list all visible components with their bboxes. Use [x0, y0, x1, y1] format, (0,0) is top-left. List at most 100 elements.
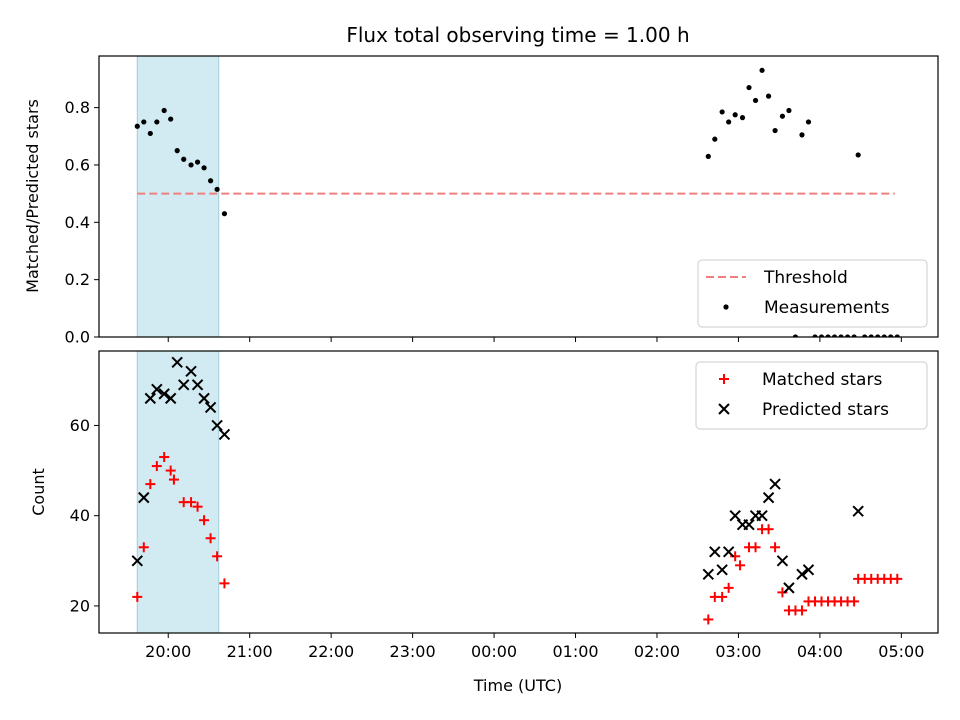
- predicted-star-point: [218, 428, 231, 441]
- predicted-star-point: [211, 419, 223, 432]
- matched-star-point: [145, 479, 156, 490]
- chart-title: Flux total observing time = 1.00 h: [346, 23, 689, 47]
- measurement-point: [161, 107, 167, 114]
- matched-star-point: [159, 452, 170, 463]
- legend-label: Measurements: [764, 298, 890, 318]
- matched-star-point: [138, 542, 149, 553]
- predicted-star-point: [796, 568, 808, 581]
- predicted-star-point: [171, 356, 183, 368]
- predicted-star-point: [185, 365, 197, 378]
- predicted-star-point: [783, 582, 795, 594]
- y-tick-label: 0.0: [65, 328, 90, 347]
- legend-label: Threshold: [763, 268, 848, 288]
- x-tick-label: 05:00: [878, 642, 924, 661]
- measurement-point: [141, 119, 147, 125]
- x-tick-label: 02:00: [634, 642, 680, 661]
- predicted-star-point: [716, 564, 728, 576]
- measurement-point: [194, 159, 201, 165]
- matched-star-point: [703, 614, 714, 625]
- matched-star-point: [796, 605, 807, 616]
- measurement-point: [792, 334, 799, 337]
- x-tick-label: 04:00: [797, 642, 843, 661]
- measurement-point: [786, 107, 792, 114]
- measurement-point: [739, 115, 746, 121]
- y-tick-label: 0.6: [65, 155, 90, 174]
- matched-star-point: [892, 573, 903, 584]
- predicted-star-point: [852, 505, 864, 517]
- plot-area: [134, 67, 900, 337]
- measurement-point: [818, 334, 825, 337]
- predicted-star-point: [138, 491, 150, 504]
- axes-frame: [98, 55, 939, 338]
- predicted-star-point: [722, 546, 735, 558]
- predicted-star-point: [709, 546, 721, 558]
- measurement-point: [812, 334, 818, 337]
- predicted-star-point: [702, 568, 715, 581]
- measurement-point: [888, 334, 894, 337]
- measurement-point: [831, 334, 838, 337]
- measurement-point: [726, 119, 732, 125]
- matched-star-point: [186, 497, 197, 508]
- matched-star-point: [168, 474, 179, 485]
- x-tick-label: 22:00: [308, 642, 354, 661]
- y-tick-label: 60: [70, 416, 90, 435]
- matched-star-point: [205, 533, 216, 544]
- matched-star-point: [151, 461, 162, 472]
- measurement-point: [855, 152, 861, 158]
- y-tick-label: 0.4: [65, 213, 90, 232]
- predicted-star-point: [191, 379, 204, 391]
- legend-measurement-swatch: [723, 304, 729, 310]
- matched-star-point: [770, 542, 781, 553]
- measurement-point: [732, 112, 738, 118]
- predicted-star-point: [198, 392, 210, 405]
- matched-star-point: [735, 560, 746, 571]
- measurement-point: [712, 136, 718, 142]
- predicted-star-point: [762, 491, 775, 504]
- measurement-point: [705, 153, 711, 159]
- measurement-point: [221, 211, 228, 217]
- matched-star-point: [849, 596, 860, 607]
- matched-star-point: [750, 542, 761, 553]
- predicted-star-point: [178, 379, 190, 391]
- x-tick-label: 21:00: [227, 642, 273, 661]
- ratio-panel: 0.0 0.2 0.4 0.6 0.8 Threshold Measurements: [65, 55, 939, 347]
- legend-box: [695, 361, 928, 430]
- count-panel: 20 40 60 20:00 21:00 22:00 23:00 00:00 01:00 02:0…: [70, 350, 939, 661]
- measurement-point: [772, 127, 778, 134]
- y-tick-label: 0.2: [65, 270, 90, 289]
- legend: Matched stars Predicted stars: [695, 361, 928, 430]
- legend-label: Matched stars: [762, 370, 882, 390]
- measurement-point: [779, 113, 786, 119]
- highlight-span: [136, 55, 220, 338]
- measurement-point: [844, 334, 851, 337]
- highlight-span: [136, 350, 220, 634]
- measurement-point: [147, 130, 153, 137]
- predicted-star-point: [743, 519, 755, 531]
- matched-star-point: [723, 582, 734, 593]
- measurement-point: [799, 132, 805, 138]
- measurement-point: [181, 156, 187, 162]
- measurement-point: [881, 334, 887, 337]
- predicted-star-point: [802, 564, 815, 576]
- measurement-point: [201, 165, 207, 171]
- x-tick-label: 00:00: [471, 642, 517, 661]
- measurement-point: [825, 334, 831, 337]
- matched-star-point: [219, 578, 230, 589]
- bottom-y-axis-label: Count: [29, 468, 48, 516]
- predicted-star-point: [158, 388, 170, 400]
- predicted-star-point: [144, 392, 157, 405]
- matched-star-point: [192, 501, 203, 512]
- measurement-point: [134, 123, 140, 129]
- predicted-star-point: [204, 401, 217, 414]
- x-tick-label: 01:00: [552, 642, 598, 661]
- top-y-axis-label: Matched/Predicted stars: [23, 99, 42, 293]
- plot-area: [131, 356, 903, 625]
- measurement-point: [188, 162, 194, 168]
- measurement-point: [894, 334, 900, 337]
- measurement-point: [765, 93, 772, 99]
- matched-star-point: [717, 591, 728, 602]
- x-tick-label: 23:00: [390, 642, 436, 661]
- legend-matched-swatch: [719, 374, 729, 384]
- measurement-point: [214, 186, 220, 192]
- legend-label: Predicted stars: [762, 400, 889, 420]
